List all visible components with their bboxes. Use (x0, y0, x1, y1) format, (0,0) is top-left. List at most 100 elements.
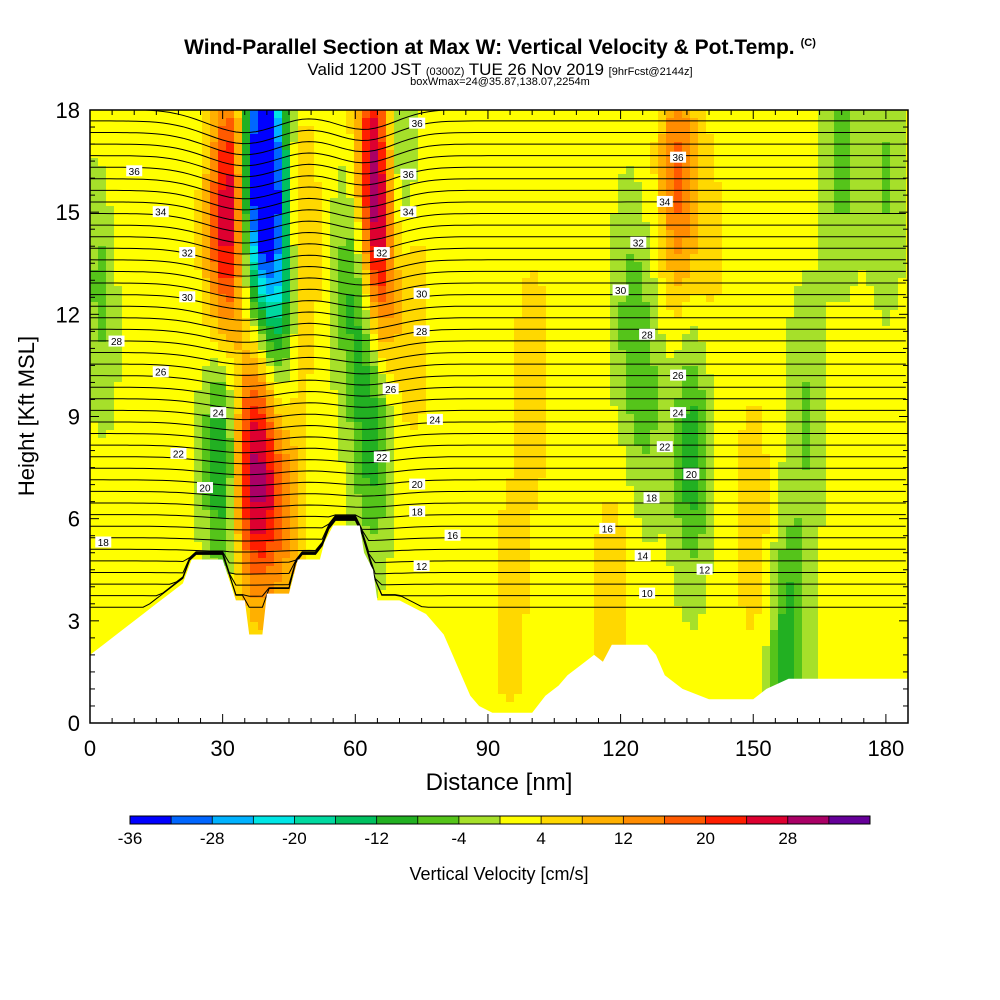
velocity-cell (530, 470, 539, 479)
velocity-cell (386, 566, 395, 575)
velocity-cell (106, 590, 115, 599)
velocity-cell (562, 238, 571, 247)
velocity-cell (386, 366, 395, 375)
velocity-cell (274, 182, 283, 191)
velocity-cell (266, 582, 275, 591)
velocity-cell (506, 574, 515, 583)
velocity-cell (90, 638, 99, 647)
velocity-cell (114, 462, 123, 471)
velocity-cell (122, 518, 131, 527)
velocity-cell (226, 342, 235, 351)
chart-title: Wind-Parallel Section at Max W: Vertical… (0, 36, 1000, 60)
velocity-cell (394, 230, 403, 239)
velocity-cell (490, 246, 499, 255)
velocity-cell (426, 390, 435, 399)
velocity-cell (538, 126, 547, 135)
velocity-cell (538, 134, 547, 143)
velocity-cell (370, 110, 379, 119)
velocity-cell (530, 214, 539, 223)
velocity-cell (346, 134, 355, 143)
velocity-cell (274, 118, 283, 127)
velocity-cell (130, 582, 139, 591)
velocity-cell (386, 166, 395, 175)
velocity-cell (362, 374, 371, 383)
velocity-cell (322, 150, 331, 159)
velocity-cell (442, 598, 451, 607)
velocity-cell (562, 182, 571, 191)
velocity-cell (130, 350, 139, 359)
velocity-cell (90, 182, 99, 191)
velocity-cell (498, 270, 507, 279)
velocity-cell (186, 166, 195, 175)
velocity-cell (498, 486, 507, 495)
velocity-cell (234, 118, 243, 127)
velocity-cell (578, 590, 587, 599)
velocity-cell (394, 470, 403, 479)
velocity-cell (386, 318, 395, 327)
velocity-cell (562, 566, 571, 575)
velocity-cell (194, 334, 203, 343)
velocity-cell (242, 390, 251, 399)
velocity-cell (506, 566, 515, 575)
velocity-cell (242, 438, 251, 447)
velocity-cell (402, 350, 411, 359)
velocity-cell (530, 286, 539, 295)
velocity-cell (170, 198, 179, 207)
velocity-cell (482, 262, 491, 271)
velocity-cell (306, 158, 315, 167)
velocity-cell (466, 214, 475, 223)
velocity-cell (138, 262, 147, 271)
velocity-cell (266, 374, 275, 383)
velocity-cell (474, 606, 483, 615)
velocity-cell (450, 590, 459, 599)
velocity-cell (314, 318, 323, 327)
velocity-cell (338, 174, 347, 183)
velocity-cell (170, 374, 179, 383)
velocity-cell (242, 190, 251, 199)
velocity-cell (394, 174, 403, 183)
velocity-cell (106, 126, 115, 135)
velocity-cell (218, 374, 227, 383)
velocity-cell (218, 398, 227, 407)
velocity-cell (170, 422, 179, 431)
velocity-cell (298, 470, 307, 479)
velocity-cell (290, 438, 299, 447)
velocity-cell (210, 174, 219, 183)
velocity-cell (170, 398, 179, 407)
velocity-cell (394, 414, 403, 423)
velocity-cell (602, 470, 611, 479)
velocity-cell (538, 670, 547, 679)
velocity-cell (186, 366, 195, 375)
velocity-cell (274, 238, 283, 247)
velocity-cell (450, 430, 459, 439)
velocity-cell (170, 142, 179, 151)
velocity-cell (298, 158, 307, 167)
velocity-cell (330, 510, 339, 519)
velocity-cell (306, 182, 315, 191)
velocity-cell (594, 622, 603, 631)
velocity-cell (138, 342, 147, 351)
velocity-cell (474, 110, 483, 119)
velocity-cell (498, 342, 507, 351)
velocity-cell (538, 542, 547, 551)
velocity-cell (506, 470, 515, 479)
velocity-cell (370, 478, 379, 487)
velocity-cell (530, 342, 539, 351)
velocity-cell (474, 278, 483, 287)
velocity-cell (490, 310, 499, 319)
velocity-cell (362, 326, 371, 335)
velocity-cell (578, 638, 587, 647)
velocity-cell (586, 558, 595, 567)
velocity-cell (218, 286, 227, 295)
velocity-cell (602, 534, 611, 543)
velocity-cell (274, 206, 283, 215)
velocity-cell (162, 510, 171, 519)
velocity-cell (346, 230, 355, 239)
velocity-cell (346, 150, 355, 159)
velocity-cell (194, 238, 203, 247)
velocity-cell (218, 246, 227, 255)
velocity-cell (122, 342, 131, 351)
velocity-cell (594, 574, 603, 583)
velocity-cell (210, 294, 219, 303)
velocity-cell (298, 198, 307, 207)
